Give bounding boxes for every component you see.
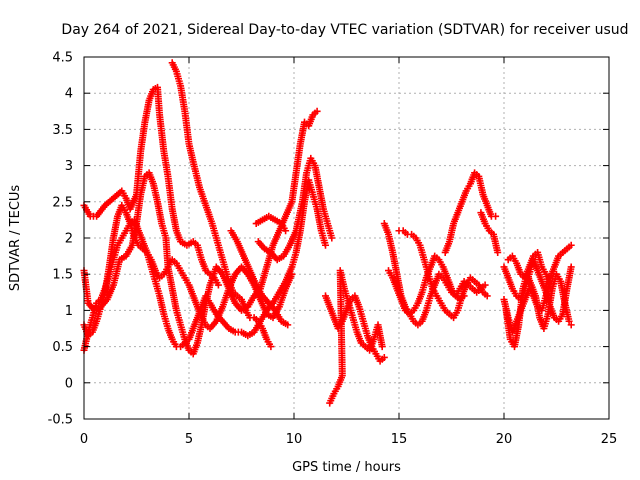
y-axis-title: SDTVAR / TECUs [8,185,23,292]
y-tick-label: 2 [65,232,73,247]
y-tick-label: 0 [65,376,73,391]
data-point [494,248,502,256]
axis-ticks: 0 5 10 15 20 25 -0.5 0 0.5 1 1.5 2 2.5 3 3.5 4 4.5 [48,51,618,448]
y-tick-label: 3 [65,159,73,174]
series-track-14 [441,169,500,256]
x-tick-label: 10 [286,432,303,447]
series-track-13 [395,227,491,322]
x-tick-label: 5 [185,432,193,447]
data-point [313,107,321,115]
x-axis-title: GPS time / hours [292,460,401,475]
data-point [567,263,575,271]
series-track-6 [254,154,336,264]
data-point [492,212,500,220]
y-tick-label: 1 [65,304,73,319]
data-point [378,343,386,351]
data-point [322,241,329,249]
data-point [267,343,275,351]
series-track-2 [168,59,275,351]
data-point [288,270,296,278]
data-point [567,321,575,329]
y-tick-label: 4 [65,87,73,102]
data-point [380,353,388,361]
data-point [284,321,292,329]
chart-title: Day 264 of 2021, Sidereal Day-to-day VTE… [61,22,628,38]
series-track-15 [477,209,502,256]
data-point [214,281,222,289]
y-tick-label: 0.5 [52,340,73,355]
y-tick-label: 4.5 [52,51,73,66]
y-tick-label: -0.5 [48,413,73,428]
data-point [481,281,489,289]
series-track-8 [252,212,290,235]
y-tick-label: 1.5 [52,268,73,283]
data-point [567,241,575,249]
series-track-10 [322,292,388,365]
y-tick-label: 2.5 [52,195,73,210]
x-tick-label: 20 [496,432,513,447]
series-track-7 [227,227,292,329]
series-track-18 [502,270,575,351]
x-tick-label: 15 [391,432,408,447]
data-point [328,234,336,242]
data-point [565,317,573,325]
data-point [282,227,290,235]
data-point [546,285,554,293]
series-track-9 [326,267,386,407]
series-track-19 [504,248,554,293]
y-tick-label: 3.5 [52,123,73,138]
data-point [483,292,491,300]
data-points [80,59,575,407]
x-tick-label: 0 [80,432,88,447]
x-tick-label: 25 [601,432,618,447]
grid [84,57,609,419]
series-track-1 [80,83,222,289]
